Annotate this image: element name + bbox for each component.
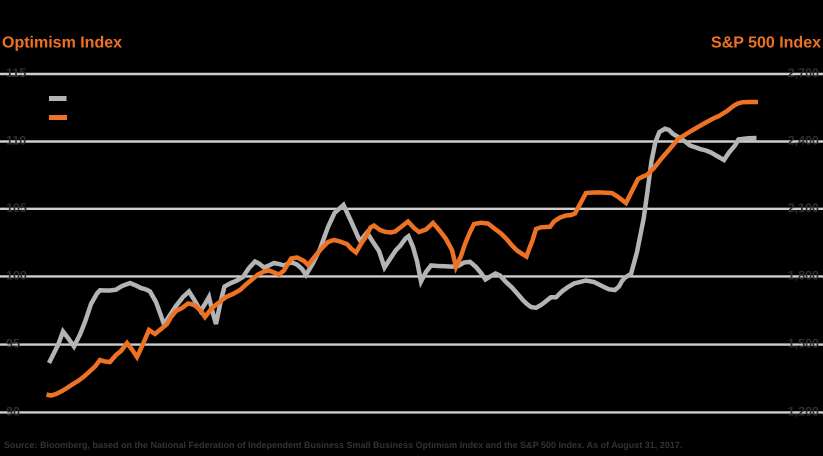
svg-text:100: 100 <box>6 268 27 282</box>
svg-text:1,800: 1,800 <box>788 268 819 282</box>
svg-text:Optimism Index: Optimism Index <box>2 35 122 52</box>
svg-text:110: 110 <box>6 134 26 148</box>
svg-text:1,500: 1,500 <box>788 337 819 351</box>
svg-text:90: 90 <box>6 404 20 418</box>
svg-text:Source: Bloomberg, based on th: Source: Bloomberg, based on the National… <box>4 440 682 450</box>
svg-text:2,400: 2,400 <box>788 134 819 148</box>
svg-text:S&P 500 Index: S&P 500 Index <box>711 35 821 52</box>
svg-text:2,100: 2,100 <box>788 201 819 215</box>
svg-text:1,200: 1,200 <box>788 404 819 418</box>
svg-text:105: 105 <box>6 201 27 215</box>
svg-text:2,700: 2,700 <box>788 66 819 80</box>
svg-text:115: 115 <box>6 66 26 80</box>
svg-text:95: 95 <box>6 337 20 351</box>
